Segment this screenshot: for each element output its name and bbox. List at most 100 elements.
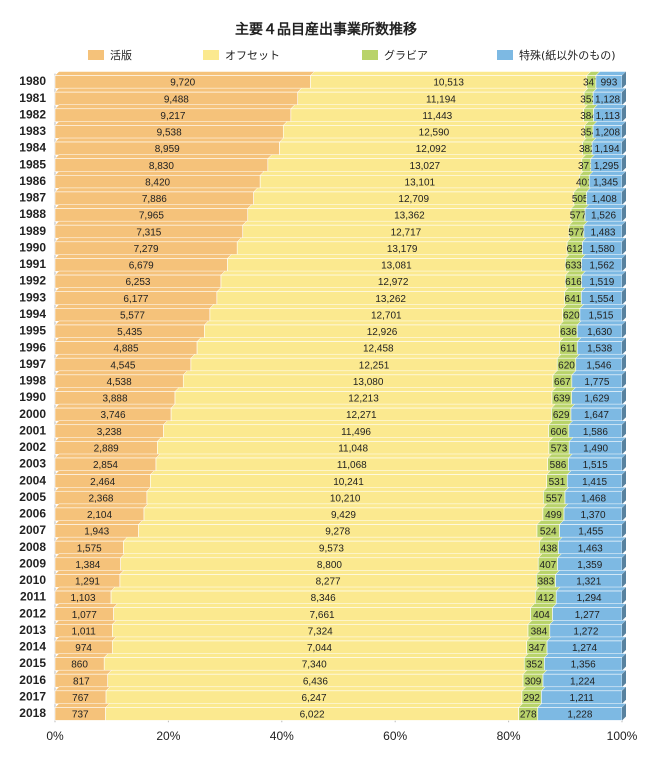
legend-label: 活版: [110, 48, 132, 62]
data-label: 1,194: [595, 144, 620, 155]
bar-top: [551, 603, 627, 608]
y-tick-label: 1980: [19, 74, 46, 88]
data-label: 1,077: [72, 610, 97, 621]
data-label: 12,458: [363, 344, 394, 355]
y-tick-label: 2000: [19, 407, 46, 421]
bar-side: [622, 437, 626, 455]
data-label: 1,345: [593, 177, 618, 188]
data-label: 7,886: [142, 194, 167, 205]
bar-top: [542, 669, 627, 675]
bar-top: [555, 586, 627, 592]
bar-top: [592, 104, 627, 110]
data-label: 9,488: [164, 94, 189, 105]
data-label: 9,573: [319, 543, 344, 554]
data-label: 557: [546, 493, 563, 504]
data-label: 6,679: [129, 261, 154, 272]
bar-side: [622, 620, 626, 638]
bar-top: [54, 220, 248, 226]
data-label: 1,208: [595, 128, 620, 139]
bar-top: [143, 503, 548, 509]
bar-top: [120, 553, 543, 559]
data-label: 1,272: [573, 626, 598, 637]
data-label: 352: [526, 660, 543, 671]
y-tick-label: 2004: [19, 473, 46, 487]
data-label: 1,415: [582, 477, 607, 488]
bar-side: [622, 71, 626, 89]
y-tick-label: 2009: [19, 556, 46, 570]
y-tick-label: 1991: [19, 257, 46, 271]
data-label: 1,224: [570, 676, 595, 687]
data-label: 11,068: [337, 460, 367, 471]
data-label: 6,022: [300, 710, 325, 721]
data-label: 12,092: [416, 144, 447, 155]
bar-top: [54, 270, 226, 276]
bar-top: [267, 154, 587, 159]
data-label: 620: [563, 310, 580, 321]
x-tick-label: 60%: [383, 729, 407, 743]
bar-top: [54, 603, 119, 608]
data-label: 586: [550, 460, 567, 471]
y-tick-label: 1993: [19, 290, 46, 304]
data-label: 577: [568, 227, 585, 238]
data-label: 12,590: [419, 128, 450, 139]
legend-swatch: [88, 50, 104, 60]
bar-top: [54, 570, 125, 575]
bar-top: [549, 620, 627, 625]
data-label: 993: [601, 78, 618, 89]
bar-top: [203, 320, 565, 326]
data-label: 12,251: [359, 360, 390, 371]
data-label: 8,800: [317, 560, 342, 571]
bar-top: [566, 470, 627, 475]
bar-top: [575, 353, 627, 359]
data-label: 1,408: [592, 194, 617, 205]
bar-top: [170, 403, 557, 409]
y-tick-label: 2014: [19, 640, 46, 654]
data-label: 737: [72, 710, 89, 721]
data-label: 1,554: [589, 294, 614, 305]
bar-side: [622, 138, 626, 156]
data-label: 524: [540, 527, 557, 538]
data-label: 10,513: [433, 78, 464, 89]
bar-side: [622, 304, 626, 322]
data-label: 531: [549, 477, 566, 488]
data-label: 1,463: [578, 543, 603, 554]
bar-top: [54, 254, 233, 259]
data-label: 1,546: [586, 360, 611, 371]
data-label: 5,577: [120, 310, 145, 321]
data-label: 9,278: [325, 527, 350, 538]
bar-top: [54, 503, 149, 509]
y-tick-label: 1984: [19, 141, 46, 155]
data-label: 1,515: [588, 310, 613, 321]
x-tick-label: 20%: [156, 729, 180, 743]
bar-side: [622, 88, 626, 106]
bar-side: [622, 104, 626, 122]
bar-top: [554, 570, 627, 575]
bar-side: [622, 686, 626, 704]
bar-top: [537, 703, 627, 708]
data-label: 1,211: [570, 693, 595, 704]
data-label: 860: [71, 660, 88, 671]
data-label: 1,575: [77, 543, 102, 554]
bar-top: [146, 487, 548, 492]
bar-top: [107, 669, 528, 675]
y-tick-label: 2016: [19, 673, 46, 687]
data-label: 8,277: [316, 577, 341, 588]
data-label: 1,294: [577, 593, 602, 604]
bar-top: [54, 320, 210, 326]
y-tick-label: 2007: [19, 523, 46, 537]
y-tick-label: 1983: [19, 124, 46, 138]
data-label: 382: [579, 144, 596, 155]
bar-top: [571, 387, 627, 392]
data-label: 577: [570, 211, 587, 222]
bar-top: [54, 171, 265, 176]
data-label: 6,436: [303, 676, 328, 687]
y-tick-label: 1987: [19, 191, 46, 205]
bar-top: [54, 536, 129, 542]
data-label: 9,429: [331, 510, 356, 521]
legend-label: 特殊(紙以外のもの): [519, 48, 616, 62]
bar-side: [622, 636, 626, 654]
bar-side: [622, 337, 626, 355]
bar-side: [622, 221, 626, 239]
bar-top: [576, 337, 627, 342]
data-label: 1,943: [84, 527, 109, 538]
